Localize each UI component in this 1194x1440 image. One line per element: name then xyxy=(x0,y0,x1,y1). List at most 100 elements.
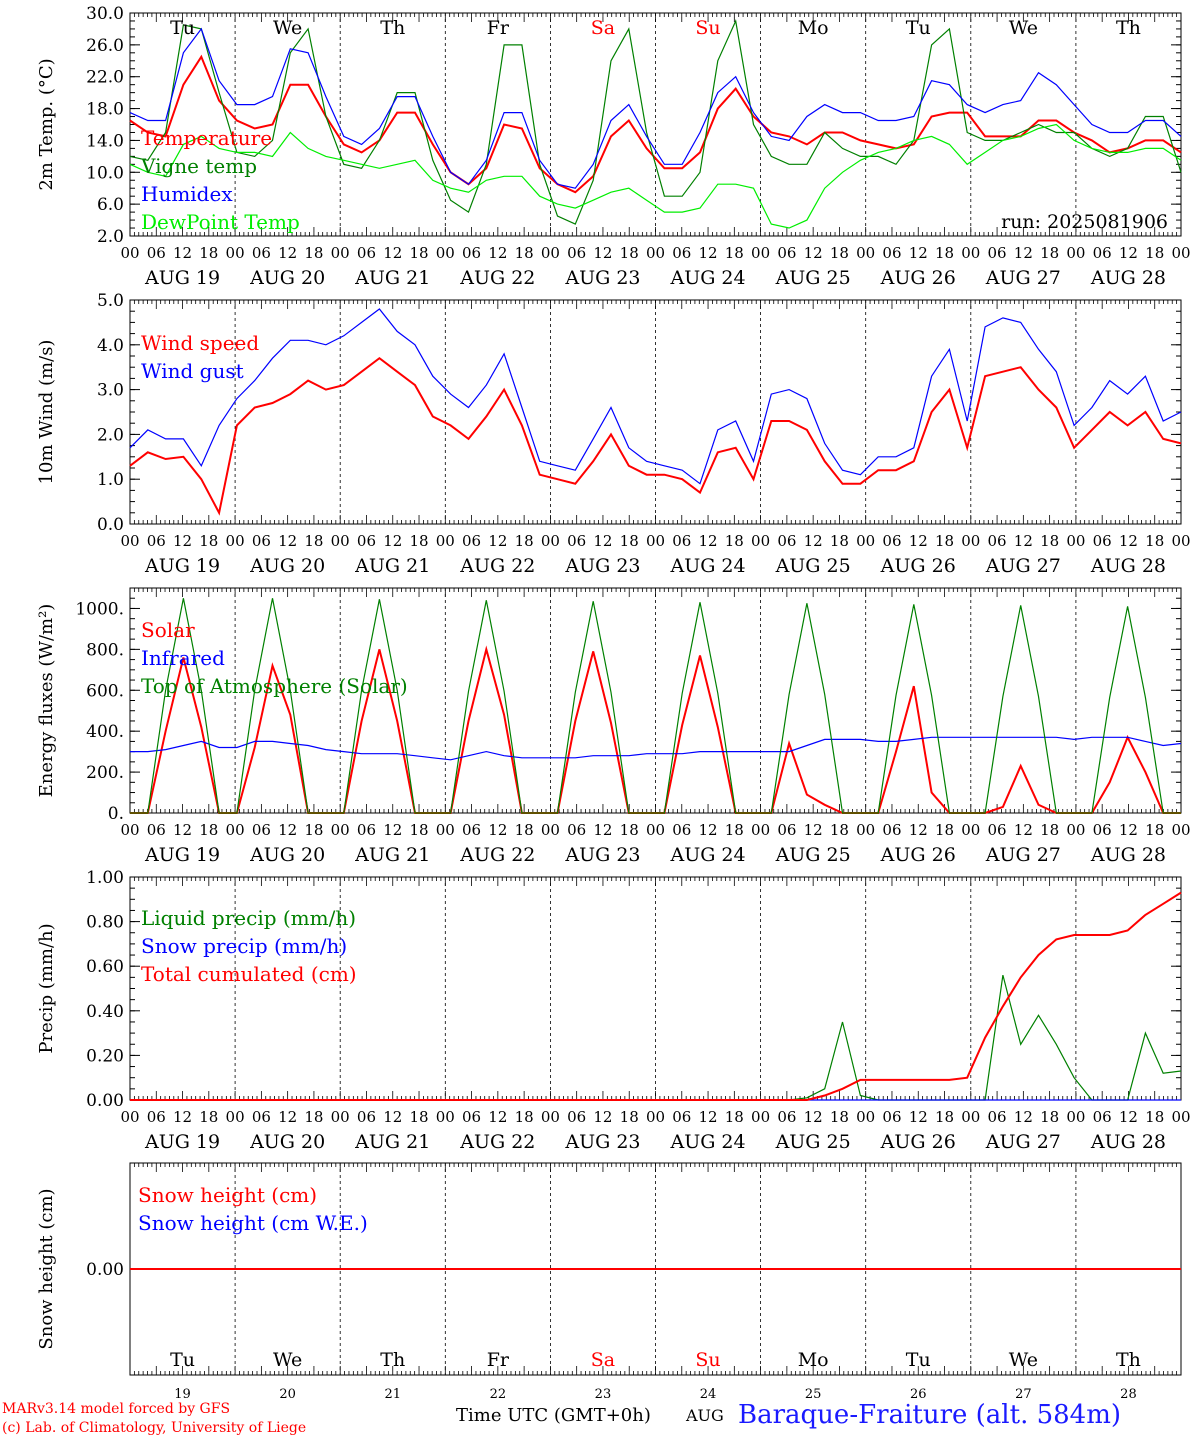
hour-tick-label: 06 xyxy=(1093,532,1112,550)
hour-tick-label: 06 xyxy=(252,532,271,550)
hour-tick-label: 12 xyxy=(1119,532,1138,550)
hour-tick-label: 00 xyxy=(541,821,560,839)
hour-tick-label: 00 xyxy=(120,1108,139,1126)
hour-tick-label: 06 xyxy=(252,244,271,262)
hour-tick-label: 18 xyxy=(304,532,323,550)
y-tick-label: 0. xyxy=(108,804,124,824)
hour-tick-label: 18 xyxy=(935,821,954,839)
hour-tick-label: 18 xyxy=(935,532,954,550)
hour-tick-label: 00 xyxy=(120,532,139,550)
date-label: AUG 26 xyxy=(880,555,956,577)
legend-entry: Snow height (cm) xyxy=(138,1183,317,1207)
hour-tick-label: 00 xyxy=(751,532,770,550)
series-line-dewpoint-temp xyxy=(129,123,1182,229)
hour-tick-label: 18 xyxy=(830,244,849,262)
hour-tick-label: 12 xyxy=(699,1108,718,1126)
day-number-label: 24 xyxy=(700,1387,717,1402)
date-label: AUG 23 xyxy=(564,267,640,289)
date-label: AUG 26 xyxy=(880,267,956,289)
y-tick-label: 0.60 xyxy=(86,957,124,977)
legend-entry: Total cumulated (cm) xyxy=(141,962,357,986)
hour-tick-label: 06 xyxy=(882,821,901,839)
hour-tick-label: 12 xyxy=(383,532,402,550)
hour-tick-label: 06 xyxy=(777,532,796,550)
hour-tick-label: 00 xyxy=(646,821,665,839)
date-label: AUG 22 xyxy=(459,1131,535,1153)
hour-tick-label: 00 xyxy=(961,244,980,262)
hour-tick-label: 00 xyxy=(331,532,350,550)
hour-tick-label: 12 xyxy=(804,532,823,550)
hour-tick-label: 12 xyxy=(488,821,507,839)
hour-tick-label: 00 xyxy=(541,244,560,262)
legend-entry: Vigne temp xyxy=(140,154,257,178)
hour-tick-label: 06 xyxy=(672,821,691,839)
hour-tick-label: 00 xyxy=(751,821,770,839)
date-label: AUG 21 xyxy=(354,1131,430,1153)
model-credit: MARv3.14 model forced by GFS xyxy=(2,1401,231,1417)
lab-credit: (c) Lab. of Climatology, University of L… xyxy=(2,1420,307,1436)
legend-entry: Snow height (cm W.E.) xyxy=(138,1211,368,1235)
hour-tick-label: 00 xyxy=(226,821,245,839)
hour-tick-label: 12 xyxy=(909,1108,928,1126)
hour-tick-label: 18 xyxy=(515,244,534,262)
hour-tick-label: 18 xyxy=(620,1108,639,1126)
hour-tick-label: 00 xyxy=(226,1108,245,1126)
hour-tick-label: 18 xyxy=(304,1108,323,1126)
hour-tick-label: 18 xyxy=(1040,532,1059,550)
day-number-label: 26 xyxy=(910,1387,927,1402)
hour-tick-label: 12 xyxy=(488,244,507,262)
month-label: AUG xyxy=(686,1406,724,1425)
day-number-label: 23 xyxy=(595,1387,612,1402)
hour-tick-label: 18 xyxy=(409,821,428,839)
hour-tick-label: 00 xyxy=(646,532,665,550)
hour-tick-label: 00 xyxy=(751,1108,770,1126)
hour-tick-label: 18 xyxy=(409,532,428,550)
date-label: AUG 25 xyxy=(775,1131,851,1153)
day-name-label: We xyxy=(1009,1349,1038,1371)
date-label: AUG 22 xyxy=(459,844,535,866)
y-axis-label: Precip (mm/h) xyxy=(36,923,57,1053)
date-label: AUG 24 xyxy=(669,1131,745,1153)
hour-tick-label: 18 xyxy=(830,821,849,839)
hour-tick-label: 00 xyxy=(226,244,245,262)
hour-tick-label: 12 xyxy=(699,532,718,550)
panel-frame xyxy=(129,299,1182,525)
hour-tick-label: 00 xyxy=(331,244,350,262)
day-name-label: Su xyxy=(695,1349,720,1371)
hour-tick-label: 18 xyxy=(1145,532,1164,550)
day-name-label: Tu xyxy=(170,1349,195,1371)
hour-tick-label: 00 xyxy=(856,532,875,550)
date-label: AUG 23 xyxy=(564,1131,640,1153)
series-line-temperature xyxy=(129,54,1182,194)
day-name-label: We xyxy=(273,1349,302,1371)
legend-entry: Temperature xyxy=(141,126,272,150)
day-number-label: 19 xyxy=(174,1387,191,1402)
date-label: AUG 24 xyxy=(669,555,745,577)
series-line-total-cumulated-cm- xyxy=(130,891,1182,1101)
hour-tick-label: 00 xyxy=(1066,1108,1085,1126)
day-name-label: We xyxy=(273,17,302,39)
date-label: AUG 21 xyxy=(354,555,430,577)
hour-tick-label: 18 xyxy=(1040,244,1059,262)
hour-tick-label: 12 xyxy=(1014,821,1033,839)
hour-tick-label: 18 xyxy=(1040,821,1059,839)
date-label: AUG 25 xyxy=(775,555,851,577)
date-label: AUG 24 xyxy=(669,844,745,866)
date-label: AUG 26 xyxy=(880,844,956,866)
legend-entry: Infrared xyxy=(141,646,225,670)
y-tick-label: 1000. xyxy=(75,599,124,619)
hour-tick-label: 00 xyxy=(856,821,875,839)
y-tick-label: 30.0 xyxy=(86,4,124,24)
hour-tick-label: 18 xyxy=(515,821,534,839)
day-number-label: 20 xyxy=(279,1387,296,1402)
y-tick-label: 0.00 xyxy=(86,1260,124,1280)
legend-entry: DewPoint Temp xyxy=(141,210,300,234)
day-name-label: Fr xyxy=(487,17,510,39)
hour-tick-label: 00 xyxy=(1066,821,1085,839)
date-label: AUG 27 xyxy=(985,555,1061,577)
hour-tick-label: 12 xyxy=(488,532,507,550)
date-label: AUG 19 xyxy=(144,555,220,577)
date-label: AUG 20 xyxy=(249,555,325,577)
day-name-label: We xyxy=(1009,17,1038,39)
